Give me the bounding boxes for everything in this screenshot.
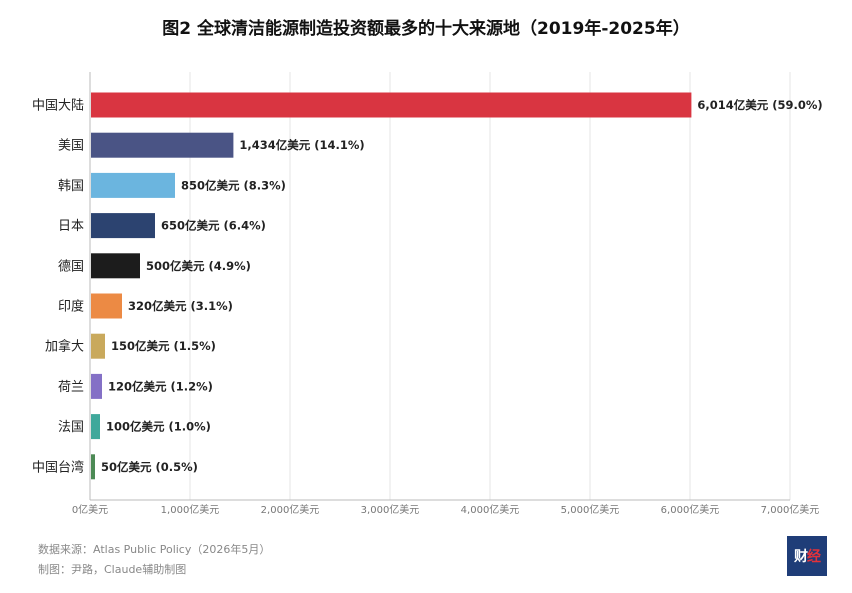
bar: [91, 213, 155, 239]
bar: [91, 253, 140, 279]
logo-char-1: 财: [794, 549, 808, 565]
logo-char-2: 经: [807, 549, 821, 565]
data-label: 100亿美元 (1.0%): [106, 420, 211, 434]
bar: [91, 333, 105, 359]
x-tick-label: 3,000亿美元: [361, 503, 420, 516]
category-label: 荷兰: [58, 380, 84, 395]
data-label: 120亿美元 (1.2%): [108, 379, 213, 393]
x-tick-label: 5,000亿美元: [561, 503, 620, 516]
bar: [91, 454, 95, 480]
chart-title: 图2 全球清洁能源制造投资额最多的十大来源地（2019年-2025年）: [162, 19, 690, 39]
x-tick-label: 6,000亿美元: [661, 503, 720, 516]
data-label: 500亿美元 (4.9%): [146, 259, 251, 273]
category-label: 中国台湾: [32, 459, 84, 475]
category-label: 美国: [58, 139, 84, 154]
category-label: 加拿大: [45, 339, 84, 355]
data-label: 650亿美元 (6.4%): [161, 219, 266, 233]
caijing-logo: 财经: [787, 536, 827, 576]
source-note: 数据来源：Atlas Public Policy（2026年5月）: [38, 543, 271, 556]
credit-note: 制图：尹路，Claude辅助制图: [38, 563, 187, 576]
bar: [91, 293, 122, 319]
data-label: 1,434亿美元 (14.1%): [239, 138, 364, 152]
data-label: 320亿美元 (3.1%): [128, 299, 233, 313]
data-label: 50亿美元 (0.5%): [101, 460, 198, 474]
category-label: 德国: [58, 259, 84, 274]
x-tick-label: 7,000亿美元: [761, 503, 820, 516]
x-tick-label: 2,000亿美元: [261, 503, 320, 516]
x-tick-label: 0亿美元: [72, 503, 108, 516]
bar: [91, 172, 175, 198]
category-label: 日本: [58, 219, 84, 234]
data-label: 150亿美元 (1.5%): [111, 339, 216, 353]
bar: [91, 132, 234, 158]
data-label: 850亿美元 (8.3%): [181, 178, 286, 192]
x-tick-label: 4,000亿美元: [461, 503, 520, 516]
bar: [91, 373, 102, 399]
category-label: 印度: [58, 299, 84, 315]
category-label: 韩国: [58, 179, 84, 194]
category-label: 中国大陆: [32, 98, 84, 114]
bar: [91, 414, 100, 440]
data-label: 6,014亿美元 (59.0%): [697, 98, 822, 112]
bar: [91, 92, 692, 118]
x-tick-label: 1,000亿美元: [161, 503, 220, 516]
category-label: 法国: [58, 420, 84, 435]
